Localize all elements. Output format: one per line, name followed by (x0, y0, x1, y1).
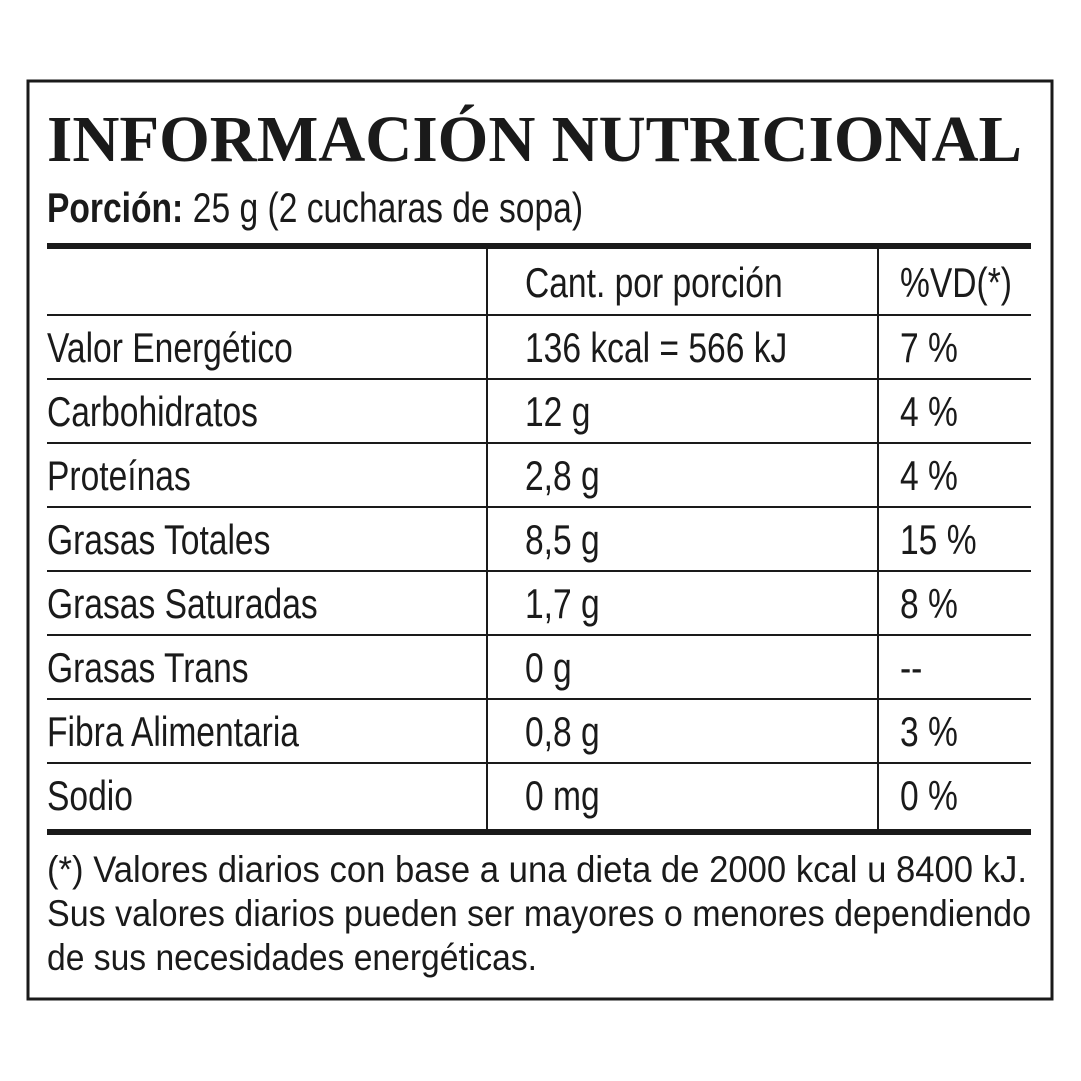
cell: 4 % (900, 390, 958, 436)
rule (47, 243, 1031, 249)
cell: 2,8 g (525, 454, 600, 500)
cell-group: Proteínas (47, 454, 191, 500)
cell: Carbohidratos (47, 390, 258, 436)
cell-group: 15 % (900, 518, 977, 564)
cell: 3 % (900, 710, 958, 756)
cell-group: Sodio (47, 774, 133, 820)
cell-group: 1,7 g (525, 582, 600, 628)
footnote-line: de sus necesidades energéticas. (47, 937, 537, 978)
cell: Grasas Saturadas (47, 582, 318, 628)
cell-group: Grasas Totales (47, 518, 270, 564)
serving-text: Porción: 25 g (2 cucharas de sopa) (47, 186, 583, 232)
cell: Sodio (47, 774, 133, 820)
rule (47, 829, 1031, 835)
cell-group: 3 % (900, 710, 958, 756)
cell: 0 mg (525, 774, 600, 820)
cell-group: 0 g (525, 646, 572, 692)
cell: 8,5 g (525, 518, 600, 564)
cell: 8 % (900, 582, 958, 628)
frame (26, 79, 1054, 1001)
cell: 7 % (900, 326, 958, 372)
cell-group: 12 g (525, 390, 590, 436)
serving-label: Porción: (47, 186, 183, 232)
cell: Grasas Trans (47, 646, 249, 692)
header-cell-group: %VD(*) (900, 261, 1012, 307)
cell-group: 8 % (900, 582, 958, 628)
cell-group: -- (900, 646, 922, 692)
cell-group: 4 % (900, 390, 958, 436)
cell-group: 0 mg (525, 774, 600, 820)
header-cell: Cant. por porción (525, 261, 783, 307)
cell: Grasas Totales (47, 518, 270, 564)
cell: 0 g (525, 646, 572, 692)
cell: Valor Energético (47, 326, 293, 372)
cell: -- (900, 646, 922, 692)
header-cell-group: Cant. por porción (525, 261, 783, 307)
cell-group: 0,8 g (525, 710, 600, 756)
cell-group: 8,5 g (525, 518, 600, 564)
cell-group: Carbohidratos (47, 390, 258, 436)
cell-group: 136 kcal = 566 kJ (525, 326, 787, 372)
serving: Porción: 25 g (2 cucharas de sopa) (47, 186, 583, 232)
cell: 1,7 g (525, 582, 600, 628)
cell: 15 % (900, 518, 977, 564)
cell: 0 % (900, 774, 958, 820)
cell: 4 % (900, 454, 958, 500)
cell-group: 4 % (900, 454, 958, 500)
cell: 136 kcal = 566 kJ (525, 326, 787, 372)
cell-group: 0 % (900, 774, 958, 820)
footnote-line: Sus valores diarios pueden ser mayores o… (47, 893, 1031, 934)
serving-value: 25 g (2 cucharas de sopa) (193, 186, 583, 232)
cell-group: 7 % (900, 326, 958, 372)
cell-group: Grasas Trans (47, 646, 249, 692)
cell: Fibra Alimentaria (47, 710, 300, 756)
cell-group: 2,8 g (525, 454, 600, 500)
cell: 12 g (525, 390, 590, 436)
cell-group: Valor Energético (47, 326, 293, 372)
cell-group: Fibra Alimentaria (47, 710, 300, 756)
cell: 0,8 g (525, 710, 600, 756)
title: INFORMACIÓN NUTRICIONAL (47, 103, 1022, 176)
header-cell: %VD(*) (900, 261, 1012, 307)
footnote-line: (*) Valores diarios con base a una dieta… (47, 849, 1027, 890)
cell-group: Grasas Saturadas (47, 582, 318, 628)
cell: Proteínas (47, 454, 191, 500)
